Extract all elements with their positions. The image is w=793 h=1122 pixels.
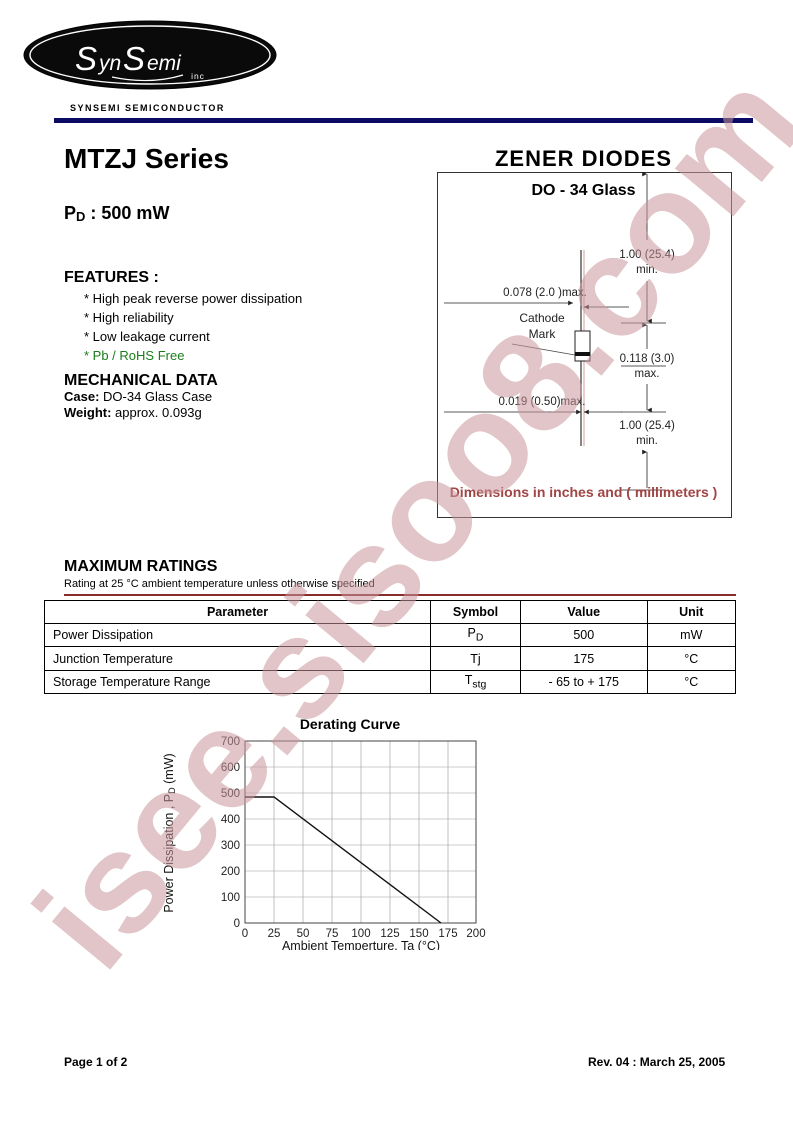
svg-text:yn: yn xyxy=(97,52,121,75)
svg-text:S: S xyxy=(75,40,97,77)
svg-text:emi: emi xyxy=(147,52,182,75)
svg-text:inc: inc xyxy=(191,71,205,81)
svg-text:min.: min. xyxy=(636,435,658,447)
svg-text:1.00 (25.4): 1.00 (25.4) xyxy=(619,420,675,432)
svg-text:Ambient Temperture, Ta (°C): Ambient Temperture, Ta (°C) xyxy=(282,939,440,950)
svg-text:200: 200 xyxy=(466,928,485,940)
svg-text:25: 25 xyxy=(268,928,281,940)
svg-text:100: 100 xyxy=(221,892,240,904)
svg-text:0: 0 xyxy=(242,928,248,940)
svg-text:S: S xyxy=(123,40,145,77)
svg-text:175: 175 xyxy=(438,928,457,940)
svg-text:0: 0 xyxy=(234,918,240,930)
